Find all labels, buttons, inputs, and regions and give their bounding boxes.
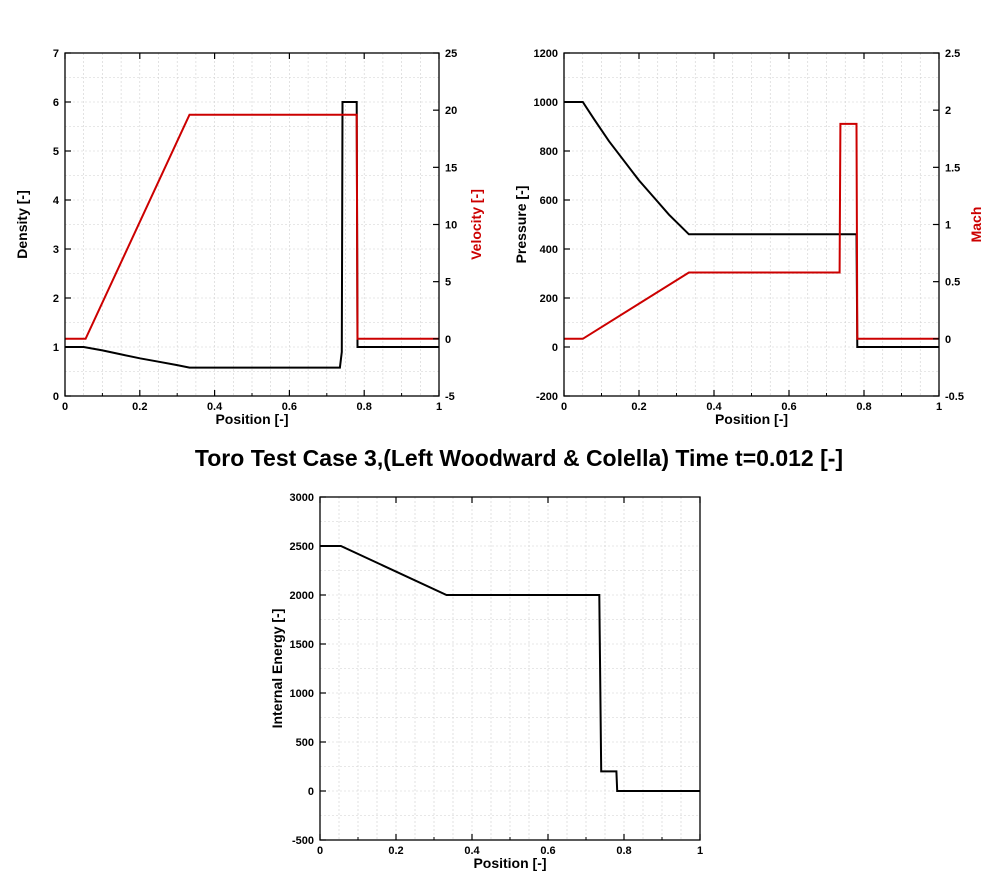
y2-tick-label: 5 [445,277,451,289]
y-tick-label: 500 [296,737,314,749]
y-tick-label: 2500 [290,541,314,553]
y-tick-label: 6 [53,97,59,109]
y-tick-label: 4 [53,195,60,207]
series-line-right-axis [65,113,439,340]
y-tick-label: 2 [53,293,59,305]
pressure-mach-plot: 0 0.2 0.4 0.6 0.8 1-200020040060080010001200-… [513,48,984,427]
y-tick-label: 7 [53,48,59,60]
y2-axis-label: Velocity [-] [468,189,484,260]
y2-axis-label: Mach [968,207,984,243]
x-tick-label: 0.2 [132,401,147,413]
y-axis-label: Internal Energy [-] [269,609,285,729]
y2-tick-label: 0.5 [945,277,960,289]
y2-tick-label: 2 [945,105,951,117]
y-tick-label: 800 [540,146,558,158]
y2-tick-label: 0 [445,334,451,346]
y2-tick-label: 2.5 [945,48,960,60]
y-tick-label: -200 [536,391,558,403]
y-tick-label: 5 [53,146,59,158]
y2-tick-label: 25 [445,48,457,60]
y-tick-label: 0 [308,786,314,798]
x-tick-label: 0.8 [616,845,631,857]
x-tick-label: 0.6 [282,401,297,413]
x-tick-label: 0 [317,845,323,857]
x-axis-label: Position [-] [215,411,288,427]
y-tick-label: 400 [540,244,558,256]
y2-tick-label: 1.5 [945,162,960,174]
x-axis-label: Position [-] [715,411,788,427]
x-tick-label: 0.6 [540,845,555,857]
y-axis-label: Density [-] [14,190,30,258]
x-axis-label: Position [-] [473,855,546,871]
internal-energy-plot: 0 0.2 0.4 0.6 0.8 1-5000500100015002000250030… [269,492,703,871]
y2-tick-label: -0.5 [945,391,964,403]
y-tick-label: 600 [540,195,558,207]
x-tick-label: 0.2 [631,401,646,413]
series-line-left-axis [320,545,700,792]
x-tick-label: 1 [697,845,703,857]
y2-tick-label: 0 [945,334,951,346]
y-tick-label: 1000 [290,688,314,700]
y2-tick-label: 15 [445,162,457,174]
y2-tick-label: 10 [445,220,457,232]
x-tick-label: 0 [561,401,567,413]
density-velocity-plot: 0 0.2 0.4 0.6 0.8 101234567-50510152025Positi… [14,48,484,427]
y-axis-label: Pressure [-] [513,186,529,264]
x-tick-label: 1 [936,401,942,413]
series-line-right-axis [564,122,939,340]
y-tick-label: -500 [292,835,314,847]
y-tick-label: 1500 [290,639,314,651]
x-tick-label: 0 [62,401,68,413]
y-tick-label: 0 [552,342,558,354]
series-line-left-axis [65,101,439,369]
figure-title: Toro Test Case 3,(Left Woodward & Colell… [195,445,843,471]
x-tick-label: 0.4 [207,401,223,413]
y2-tick-label: -5 [445,391,455,403]
x-tick-label: 1 [436,401,442,413]
y-tick-label: 0 [53,391,59,403]
y-tick-label: 1 [53,342,59,354]
y-tick-label: 200 [540,293,558,305]
x-tick-label: 0.8 [357,401,372,413]
y-tick-label: 3 [53,244,59,256]
y2-tick-label: 20 [445,105,457,117]
y-tick-label: 3000 [290,492,314,504]
x-tick-label: 0.8 [856,401,871,413]
y-tick-label: 1000 [534,97,558,109]
y-tick-label: 2000 [290,590,314,602]
y-tick-label: 1200 [534,48,558,60]
y2-tick-label: 1 [945,220,951,232]
x-tick-label: 0.6 [781,401,796,413]
x-tick-label: 0.4 [706,401,722,413]
x-tick-label: 0.4 [464,845,480,857]
x-tick-label: 0.2 [388,845,403,857]
